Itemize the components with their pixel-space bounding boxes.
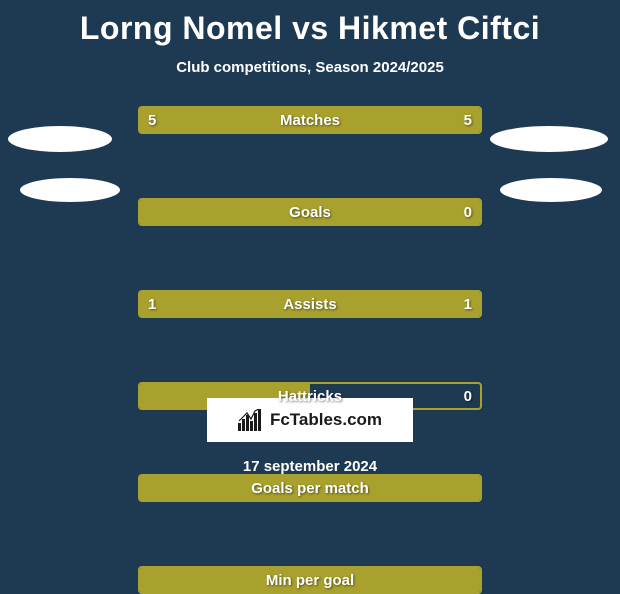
logo-box: FcTables.com xyxy=(207,398,413,442)
head-ellipse xyxy=(8,126,112,152)
logo-text: FcTables.com xyxy=(270,410,382,430)
bar-label: Matches xyxy=(140,112,480,129)
head-ellipse xyxy=(20,178,120,202)
fctables-logo-icon xyxy=(238,409,264,431)
page-title: Lorng Nomel vs Hikmet Ciftci xyxy=(0,0,620,47)
head-ellipse xyxy=(490,126,608,152)
comparison-chart: 55Matches0Goals11Assists0HattricksGoals … xyxy=(0,106,620,416)
stat-bar: 55Matches xyxy=(138,106,482,134)
bars-container: 55Matches0Goals11Assists0HattricksGoals … xyxy=(138,106,482,382)
stat-bar: Min per goal xyxy=(138,566,482,594)
stat-bar: 0Goals xyxy=(138,198,482,226)
subtitle: Club competitions, Season 2024/2025 xyxy=(0,59,620,76)
stat-bar: Goals per match xyxy=(138,474,482,502)
bar-label: Assists xyxy=(140,296,480,313)
bar-label: Hattricks xyxy=(140,388,480,405)
stat-bar: 11Assists xyxy=(138,290,482,318)
bar-label: Goals xyxy=(140,204,480,221)
bar-label: Min per goal xyxy=(140,572,480,589)
head-ellipse xyxy=(500,178,602,202)
date-text: 17 september 2024 xyxy=(0,458,620,475)
bar-label: Goals per match xyxy=(140,480,480,497)
